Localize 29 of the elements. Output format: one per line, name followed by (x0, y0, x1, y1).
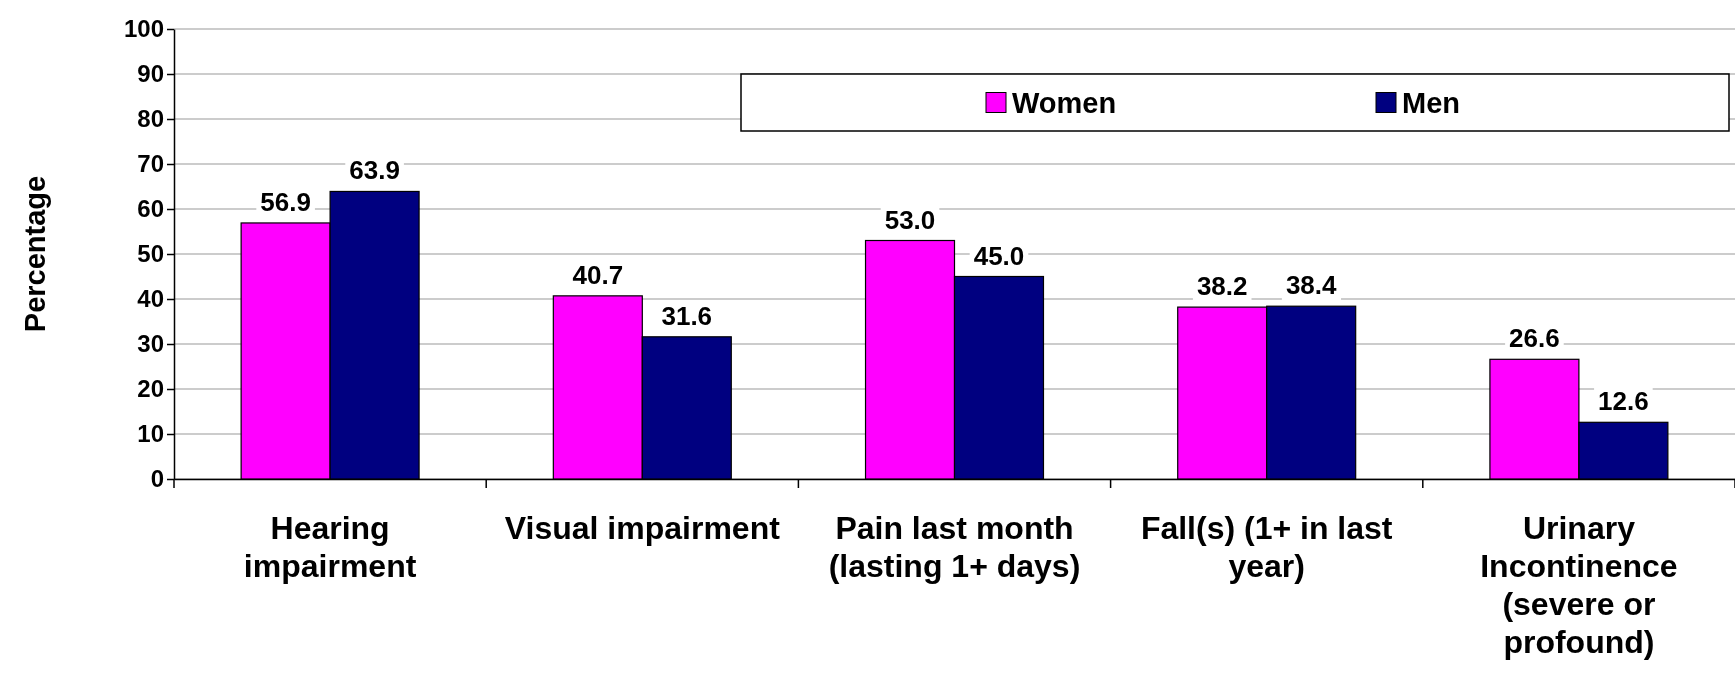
y-tick-label: 20 (137, 375, 164, 403)
x-tick-label: Fall(s) (1+ in last year) (1140, 510, 1393, 584)
y-tick-label: 50 (137, 240, 164, 268)
data-label: 38.2 (1196, 271, 1248, 302)
x-tick-label: Urinary Incontinence (severe or profound) (1480, 510, 1678, 660)
y-tick-label: 10 (137, 420, 164, 448)
y-tick-label: 70 (137, 150, 164, 178)
legend-label: Women (1012, 86, 1117, 119)
data-label: 63.9 (349, 155, 400, 186)
data-label: 53.0 (884, 204, 936, 235)
y-tick-label: 0 (150, 465, 164, 493)
y-tick-label: 30 (137, 330, 164, 358)
data-label: 40.7 (572, 259, 624, 290)
x-tick-label: Visual impairment (504, 510, 781, 546)
y-tick-label: 80 (137, 105, 164, 133)
y-tick-label: 60 (137, 195, 164, 223)
data-label: 26.6 (1509, 323, 1560, 354)
y-axis-title: Percentage (19, 175, 51, 333)
data-label: 31.6 (661, 300, 713, 331)
data-label: 45.0 (973, 240, 1025, 271)
x-tick-label: Hearing impairment (243, 510, 417, 584)
data-label: 38.4 (1285, 270, 1338, 301)
y-tick-label: 40 (137, 285, 164, 313)
legend-label: Men (1402, 86, 1460, 119)
y-tick-label: 100 (123, 15, 164, 43)
y-tick-label: 90 (137, 60, 164, 88)
x-tick-label: Pain last month (lasting 1+ days) (828, 510, 1081, 584)
data-label: 56.9 (260, 186, 311, 217)
data-label: 12.6 (1598, 386, 1649, 417)
